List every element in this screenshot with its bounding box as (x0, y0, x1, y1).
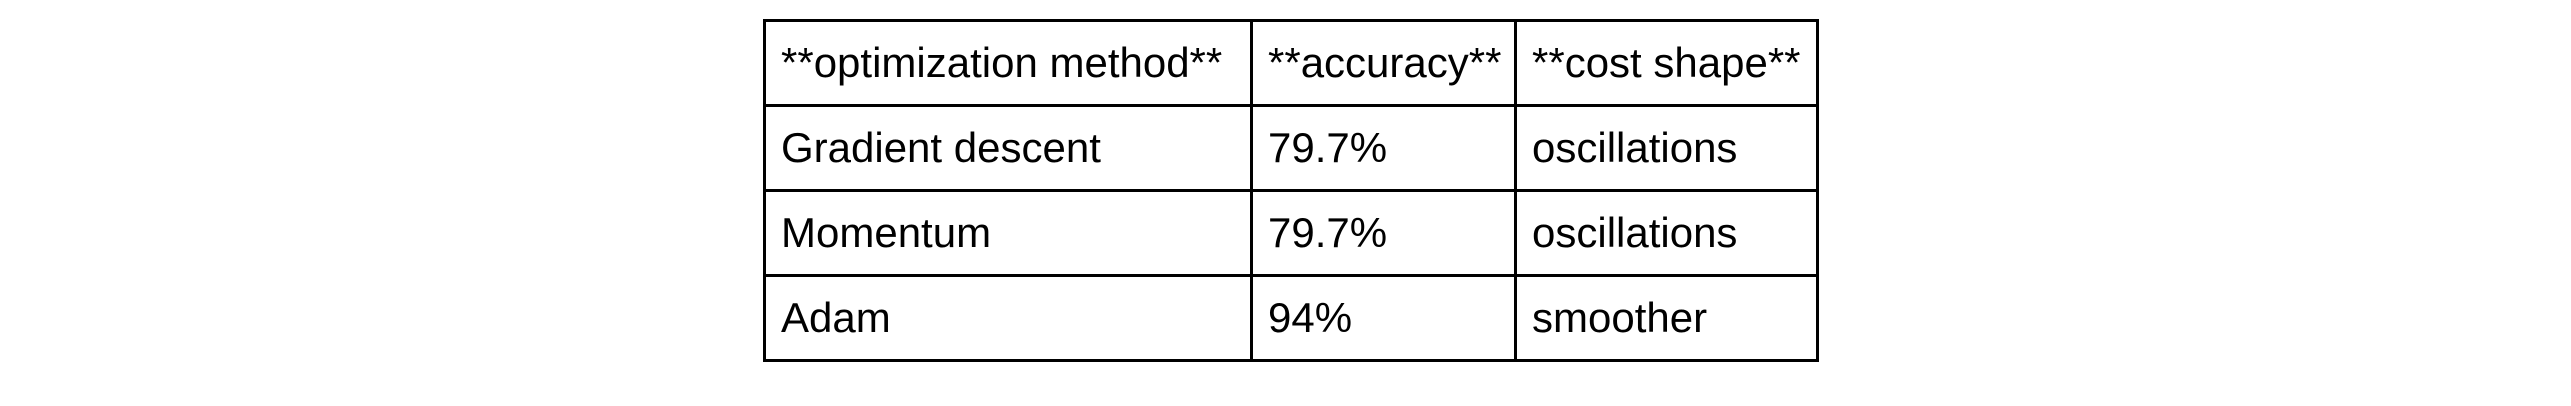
table-row: Momentum 79.7% oscillations (763, 189, 1819, 277)
table-header-row: **optimization method** **accuracy** **c… (763, 19, 1819, 107)
cell-accuracy: 94% (1250, 274, 1517, 362)
cell-method: Momentum (763, 189, 1253, 277)
header-cell-optimization-method: **optimization method** (763, 19, 1253, 107)
cell-accuracy: 79.7% (1250, 104, 1517, 192)
cell-cost-shape: oscillations (1514, 189, 1819, 277)
header-cell-cost-shape: **cost shape** (1514, 19, 1819, 107)
cell-cost-shape: oscillations (1514, 104, 1819, 192)
cell-cost-shape: smoother (1514, 274, 1819, 362)
header-cell-accuracy: **accuracy** (1250, 19, 1517, 107)
cell-accuracy: 79.7% (1250, 189, 1517, 277)
results-table: **optimization method** **accuracy** **c… (763, 19, 1819, 362)
table-row: Adam 94% smoother (763, 274, 1819, 362)
cell-method: Adam (763, 274, 1253, 362)
cell-method: Gradient descent (763, 104, 1253, 192)
table-row: Gradient descent 79.7% oscillations (763, 104, 1819, 192)
